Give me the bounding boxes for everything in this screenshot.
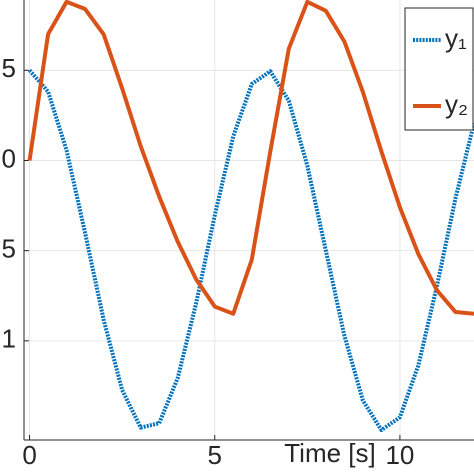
y-tick-label: 5 — [2, 53, 16, 83]
x-tick-label: 0 — [22, 440, 36, 470]
series-line — [27, 0, 474, 316]
grid — [24, 0, 474, 440]
y-tick-label: 0 — [2, 143, 16, 173]
x-tick-label: 5 — [208, 440, 222, 470]
y-tick-label: 5 — [2, 234, 16, 264]
x-tick-label: 10 — [385, 440, 414, 470]
y-tick-label: 1 — [2, 324, 16, 354]
legend-label: y₁ — [445, 23, 467, 53]
legend-box — [404, 7, 474, 131]
legend-label: y₂ — [445, 89, 468, 119]
series-line — [28, 69, 474, 433]
x-axis-label: Time [s] — [284, 438, 375, 468]
